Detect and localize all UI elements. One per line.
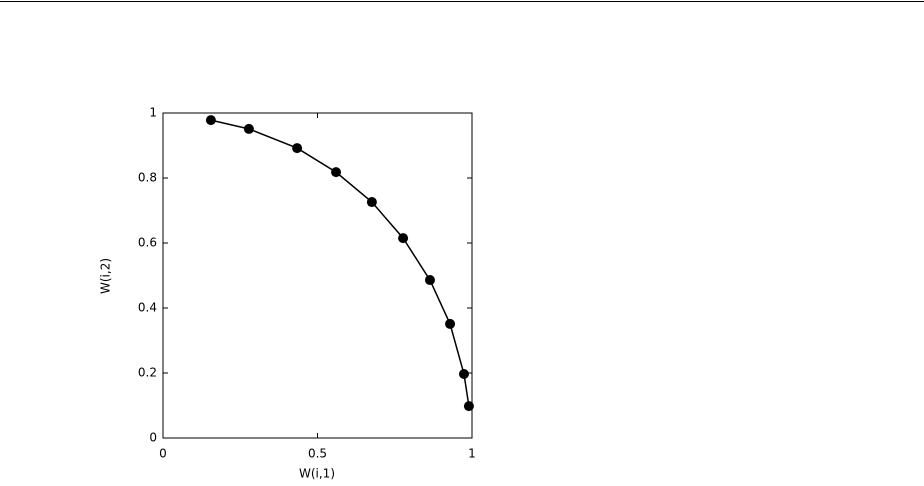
plot-frame (162, 112, 473, 439)
marker (292, 143, 303, 154)
marker (458, 368, 469, 379)
y-tick-label: 0.4 (138, 301, 157, 315)
line (210, 119, 470, 407)
y-tick-label: 0.8 (138, 171, 157, 185)
marker (398, 233, 409, 244)
x-axis-label: W(i,1) (299, 467, 335, 481)
marker (445, 318, 456, 329)
marker (205, 115, 216, 126)
y-tick-label: 1 (149, 106, 157, 120)
marker (424, 275, 435, 286)
x-tick-label: 0.5 (308, 447, 327, 461)
marker (463, 401, 474, 412)
y-tick-label: 0.6 (138, 236, 157, 250)
x-tick-label: 0 (159, 447, 167, 461)
y-axis-label: W(i,2) (99, 258, 113, 294)
marker (331, 167, 342, 178)
x-tick-label: 1 (468, 447, 476, 461)
marker (366, 197, 377, 208)
marker (243, 123, 254, 134)
y-tick-label: 0 (149, 431, 157, 445)
y-tick-label: 0.2 (138, 366, 157, 380)
